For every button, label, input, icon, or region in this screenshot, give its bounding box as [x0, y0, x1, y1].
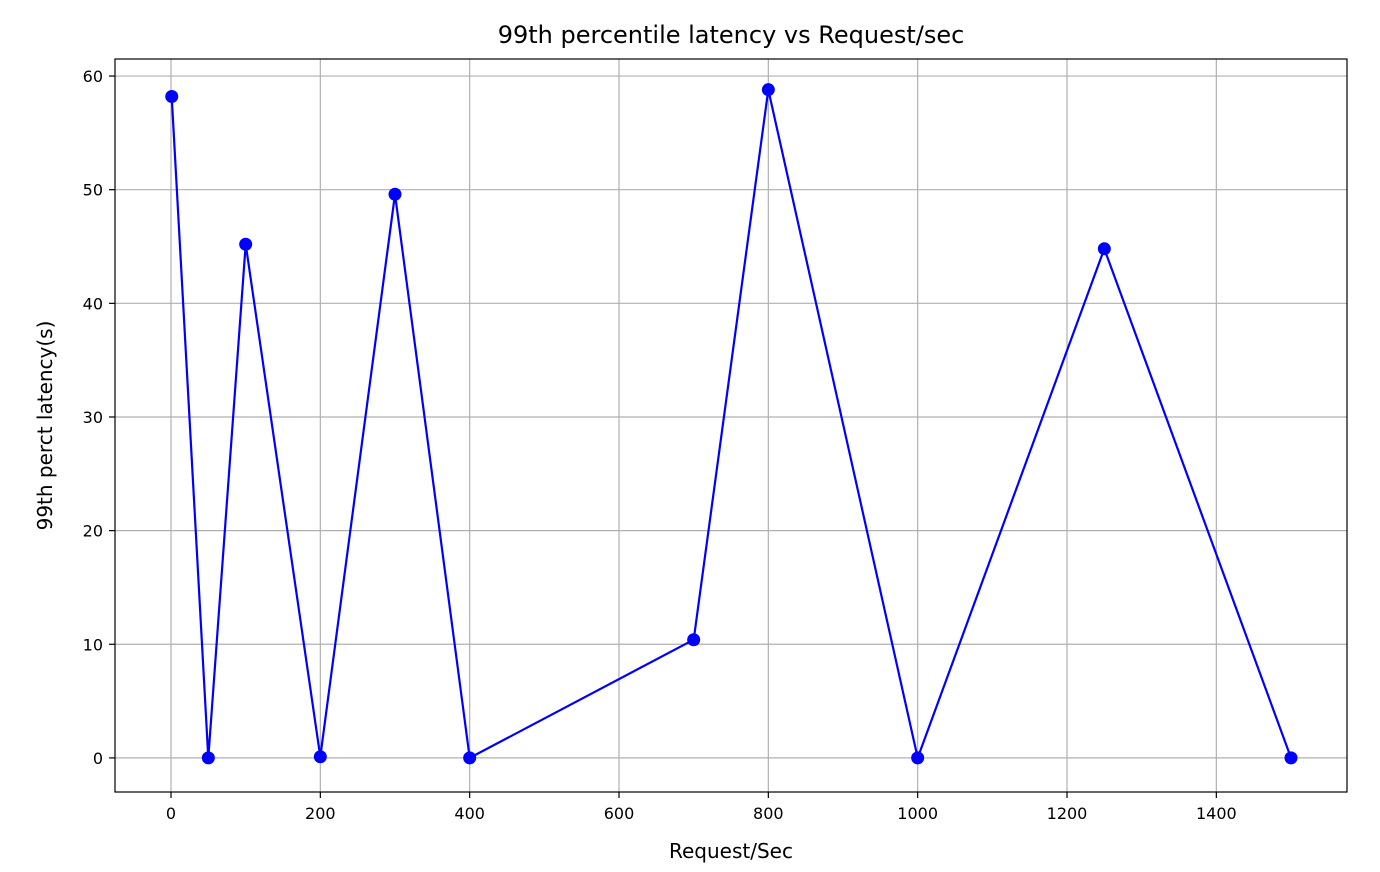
- y-tick-label: 30: [83, 408, 103, 427]
- plot-frame: [114, 58, 1348, 793]
- x-tick-label: 1200: [1047, 804, 1088, 823]
- data-point: [201, 751, 215, 765]
- data-point: [313, 750, 327, 764]
- data-point: [1284, 751, 1298, 765]
- data-point: [239, 237, 253, 251]
- series-layer: [165, 83, 1298, 765]
- data-point: [761, 83, 775, 97]
- x-tick-label: 400: [454, 804, 485, 823]
- data-point: [687, 633, 701, 647]
- x-tick-label: 600: [604, 804, 635, 823]
- x-tick-label: 0: [166, 804, 176, 823]
- chart-title: 99th percentile latency vs Request/sec: [498, 21, 965, 49]
- x-tick-label: 800: [753, 804, 784, 823]
- y-tick-label: 40: [83, 294, 103, 313]
- x-axis-label: Request/Sec: [669, 839, 793, 863]
- y-tick-label: 10: [83, 635, 103, 654]
- data-point: [165, 90, 179, 104]
- data-point: [1097, 242, 1111, 256]
- y-tick-label: 20: [83, 522, 103, 541]
- axis-ticks: 0 200 400 600 800 1000 1200 1400 0 10 20 30 40 50 60: [83, 67, 1237, 823]
- y-axis-label: 99th perct latency(s): [33, 321, 57, 531]
- grid: [115, 59, 1347, 792]
- data-point: [388, 187, 402, 201]
- y-tick-label: 60: [83, 67, 103, 86]
- data-point: [463, 751, 477, 765]
- y-tick-label: 0: [93, 749, 103, 768]
- data-point: [911, 751, 925, 765]
- x-tick-label: 1400: [1196, 804, 1237, 823]
- x-tick-label: 1000: [897, 804, 938, 823]
- y-tick-label: 50: [83, 181, 103, 200]
- x-tick-label: 200: [305, 804, 336, 823]
